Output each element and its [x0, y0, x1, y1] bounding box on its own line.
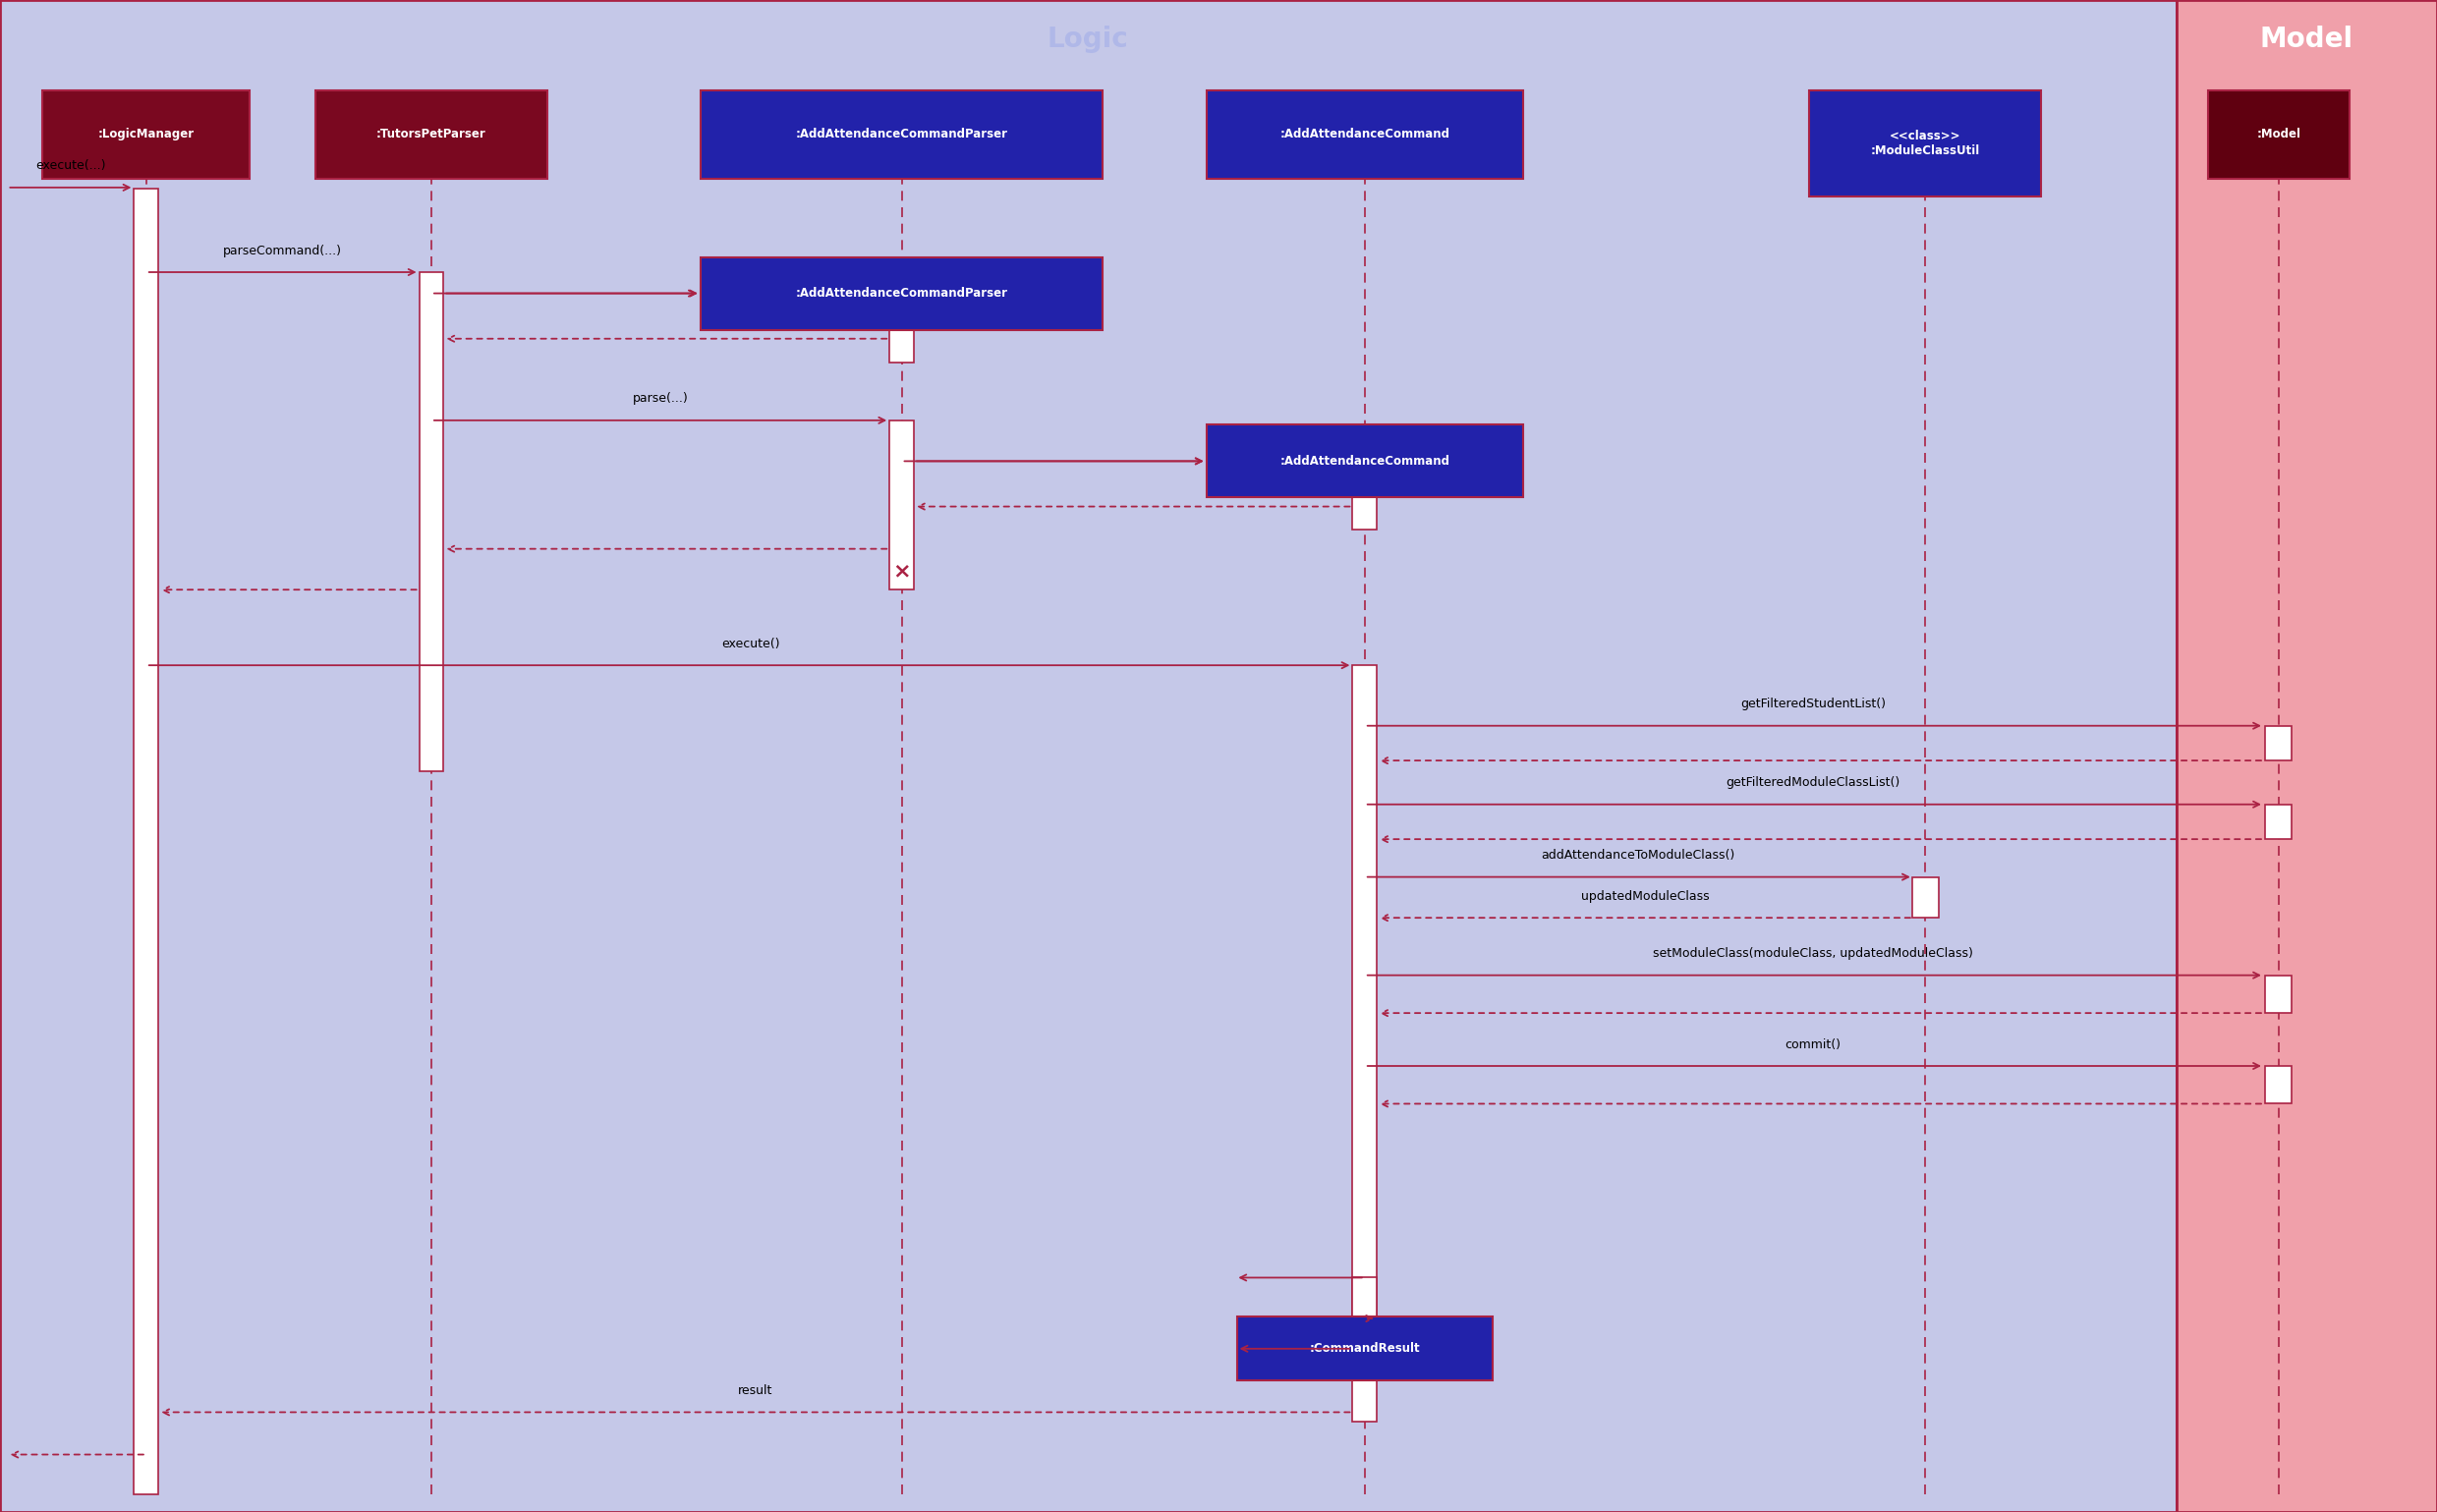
Text: <<class>>
:ModuleClassUtil: <<class>> :ModuleClassUtil — [1872, 130, 1979, 157]
Text: Model: Model — [2259, 26, 2354, 53]
Text: parse(...): parse(...) — [634, 393, 687, 405]
FancyBboxPatch shape — [890, 321, 914, 363]
FancyBboxPatch shape — [890, 420, 914, 590]
Text: getFilteredStudentList(): getFilteredStudentList() — [1740, 699, 1886, 711]
FancyBboxPatch shape — [1206, 425, 1523, 497]
FancyBboxPatch shape — [1238, 1317, 1491, 1380]
FancyBboxPatch shape — [419, 272, 444, 771]
Text: parseCommand(...): parseCommand(...) — [224, 245, 341, 257]
FancyBboxPatch shape — [1913, 877, 1940, 918]
Text: Logic: Logic — [1048, 26, 1128, 53]
FancyBboxPatch shape — [134, 189, 158, 1494]
Text: :AddAttendanceCommand: :AddAttendanceCommand — [1279, 129, 1450, 141]
FancyBboxPatch shape — [1353, 665, 1377, 1421]
FancyBboxPatch shape — [2266, 1066, 2293, 1104]
Text: :TutorsPetParser: :TutorsPetParser — [375, 129, 487, 141]
Text: setModuleClass(moduleClass, updatedModuleClass): setModuleClass(moduleClass, updatedModul… — [1652, 948, 1974, 960]
Text: commit(): commit() — [1786, 1039, 1840, 1051]
FancyBboxPatch shape — [41, 91, 251, 178]
Text: :CommandResult: :CommandResult — [1309, 1343, 1421, 1355]
Text: :AddAttendanceCommandParser: :AddAttendanceCommandParser — [794, 129, 1009, 141]
Text: ×: × — [892, 562, 911, 581]
FancyBboxPatch shape — [317, 91, 546, 178]
Text: updatedModuleClass: updatedModuleClass — [1582, 891, 1708, 903]
Text: :AddAttendanceCommandParser: :AddAttendanceCommandParser — [794, 287, 1009, 299]
FancyBboxPatch shape — [1808, 91, 2042, 197]
FancyBboxPatch shape — [2208, 91, 2349, 178]
Text: :AddAttendanceCommand: :AddAttendanceCommand — [1279, 455, 1450, 467]
FancyBboxPatch shape — [1353, 484, 1377, 529]
Text: getFilteredModuleClassList(): getFilteredModuleClassList() — [1725, 777, 1901, 789]
Text: execute(): execute() — [721, 638, 780, 650]
Text: addAttendanceToModuleClass(): addAttendanceToModuleClass() — [1540, 850, 1735, 862]
FancyBboxPatch shape — [1353, 1278, 1377, 1318]
FancyBboxPatch shape — [702, 257, 1102, 330]
Text: result: result — [738, 1385, 773, 1397]
FancyBboxPatch shape — [2266, 804, 2293, 839]
FancyBboxPatch shape — [0, 0, 2176, 1512]
FancyBboxPatch shape — [2266, 975, 2293, 1013]
FancyBboxPatch shape — [2266, 726, 2293, 761]
Text: :Model: :Model — [2257, 129, 2301, 141]
Text: execute(...): execute(...) — [37, 160, 105, 172]
Text: :LogicManager: :LogicManager — [97, 129, 195, 141]
FancyBboxPatch shape — [702, 91, 1102, 178]
FancyBboxPatch shape — [2176, 0, 2437, 1512]
FancyBboxPatch shape — [1206, 91, 1523, 178]
